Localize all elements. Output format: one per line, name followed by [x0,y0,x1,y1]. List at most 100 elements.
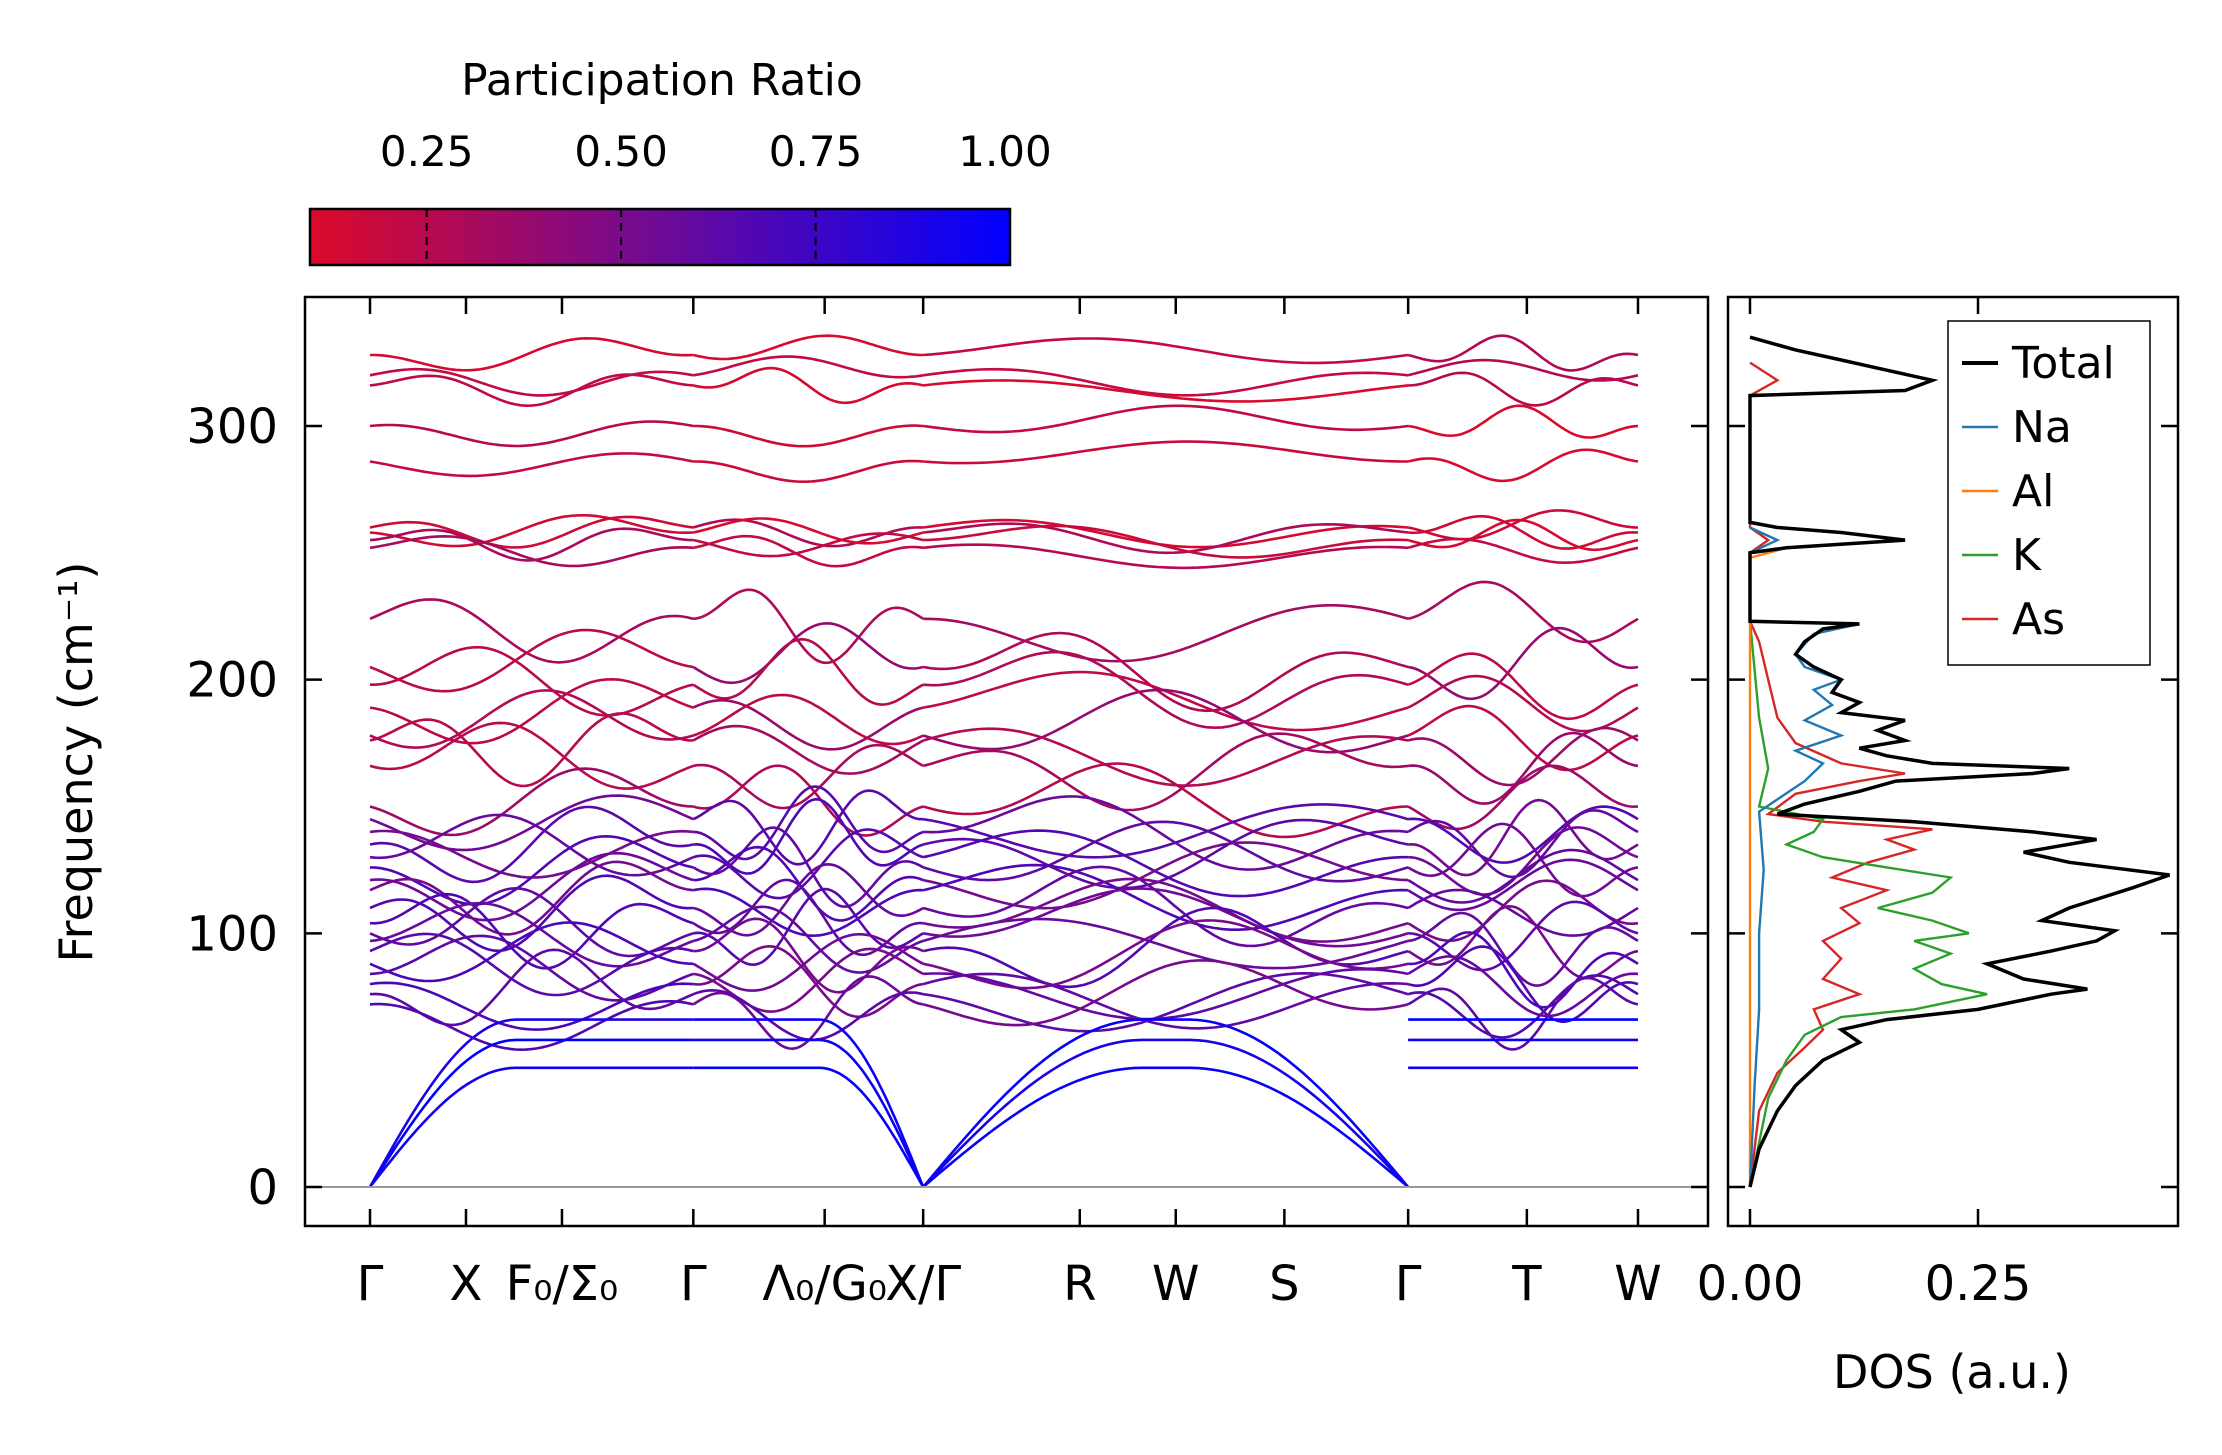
band-line [1407,945,1639,1024]
band-line [923,404,1409,434]
band-line [922,829,1409,898]
band-line [693,334,924,361]
band-line [693,1018,925,1188]
band-line [1407,509,1639,541]
band-line [923,367,1409,397]
band-line [922,1066,1409,1188]
band-line [922,818,1409,890]
band-line [923,337,1409,365]
band-line [923,603,1409,663]
band-line [922,727,1409,787]
band-line [1407,580,1639,644]
band-line [692,764,924,837]
y-tick-label: 0 [247,1160,278,1216]
band-line [1407,358,1639,382]
band-line [693,1038,925,1188]
band-line [693,532,924,558]
band-line [693,944,924,1019]
y-tick-label: 300 [186,399,278,455]
band-line [693,797,924,875]
band-line [369,767,694,837]
band-line [693,917,924,994]
band-line [1407,626,1639,701]
band-line [923,967,1409,1021]
band-line [923,440,1409,465]
dos-axes-frame [1726,295,2180,1228]
x-tick-label: Γ [680,1256,707,1312]
band-line [369,712,694,788]
band-line [369,420,694,448]
band-line [1407,822,1639,898]
x-tick-label: X/Γ [885,1256,961,1312]
band-line [922,919,1409,990]
dos-series-k [1748,621,1988,1188]
band-line [1408,900,1639,972]
y-tick-label: 200 [186,653,278,709]
colorbar-tick-label: 1.00 [958,127,1052,176]
band-line [693,905,924,974]
band-line [922,841,1409,910]
band-line [369,932,694,997]
band-line [692,698,924,751]
band-line [368,1066,694,1188]
band-line [692,932,924,992]
band-line [369,373,694,408]
colorbar-label: Participation Ratio [461,55,863,106]
dos-curves [1748,335,2171,1188]
band-axes-frame [303,295,1710,1228]
band-line [692,988,924,1042]
band-y-ticks: 0 100 200 300 [186,399,1708,1216]
band-line [369,813,694,877]
band-line [692,975,924,1051]
band-line [1407,848,1639,904]
dos-series-total [1748,335,2171,1188]
band-line [922,865,1409,948]
band-line [1407,974,1639,1039]
dos-x-axis-label: DOS (a.u.) [1833,1345,2071,1399]
band-line [1407,404,1639,439]
band-line [692,724,924,775]
band-line [692,789,924,866]
dos-panel: 0.00 0.25 DOS (a.u.) Total Na Al K As [1697,295,2180,1399]
band-line [369,689,694,749]
band-line [369,598,694,664]
band-line [692,693,924,746]
band-line [369,921,694,983]
band-line [693,887,924,967]
dos-ticks: 0.00 0.25 [1697,297,2178,1312]
band-line [1407,652,1639,721]
band-line [369,794,694,852]
band-line [692,637,924,706]
dos-x-tick-label: 0.00 [1697,1256,1804,1312]
band-line [693,1066,925,1188]
band-line [922,732,1409,812]
band-lines [368,334,1639,1188]
band-line [922,631,1409,713]
colorbar-gradient [308,207,1012,267]
band-line [922,670,1409,732]
band-line [1407,976,1639,1051]
band-line [1407,518,1639,552]
band-line [693,459,924,484]
legend-label: As [2012,594,2065,645]
band-line [1407,955,1639,1018]
band-line [922,863,1409,932]
colorbar-ticks: 0.25 0.50 0.75 1.00 [380,127,1052,265]
x-tick-label: W [1152,1256,1199,1312]
x-tick-label: Λ₀/G₀ [762,1256,887,1312]
band-line [922,887,1409,948]
band-line [1407,448,1639,483]
band-line [692,826,924,908]
band-line [369,874,694,953]
legend-label: Al [2012,466,2054,517]
band-line [369,886,694,958]
band-line [369,527,694,562]
band-line [369,981,694,1031]
band-line [369,534,694,568]
band-line [369,901,694,968]
colorbar-tick-label: 0.75 [769,127,863,176]
colorbar-tick-label: 0.25 [380,127,474,176]
band-line [1407,726,1639,787]
band-line [693,355,924,379]
colorbar: Participation Ratio 0.25 0.50 0.75 1.00 [308,55,1052,267]
